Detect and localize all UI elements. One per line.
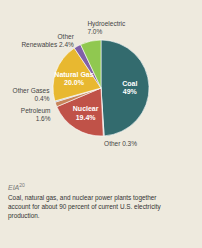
svg-text:Other 0.3%: Other 0.3% bbox=[104, 140, 137, 147]
svg-text:Nuclear19.4%: Nuclear19.4% bbox=[73, 104, 99, 120]
svg-text:Petroleum1.6%: Petroleum1.6% bbox=[21, 107, 51, 122]
svg-text:Hydroelectric7.0%: Hydroelectric7.0% bbox=[87, 20, 126, 35]
svg-text:OtherRenewables 2.4%: OtherRenewables 2.4% bbox=[21, 32, 74, 47]
html-text:Coal, natural gas, and nuclear: Coal, natural gas, and nuclear power pla… bbox=[8, 194, 161, 219]
svg-text:Coal49%: Coal49% bbox=[122, 79, 137, 95]
svg-text:Natural Gas20.0%: Natural Gas20.0% bbox=[54, 70, 93, 86]
html-text:EIA20: EIA20 bbox=[8, 182, 25, 192]
svg-text:Other Gases0.4%: Other Gases0.4% bbox=[13, 87, 51, 102]
